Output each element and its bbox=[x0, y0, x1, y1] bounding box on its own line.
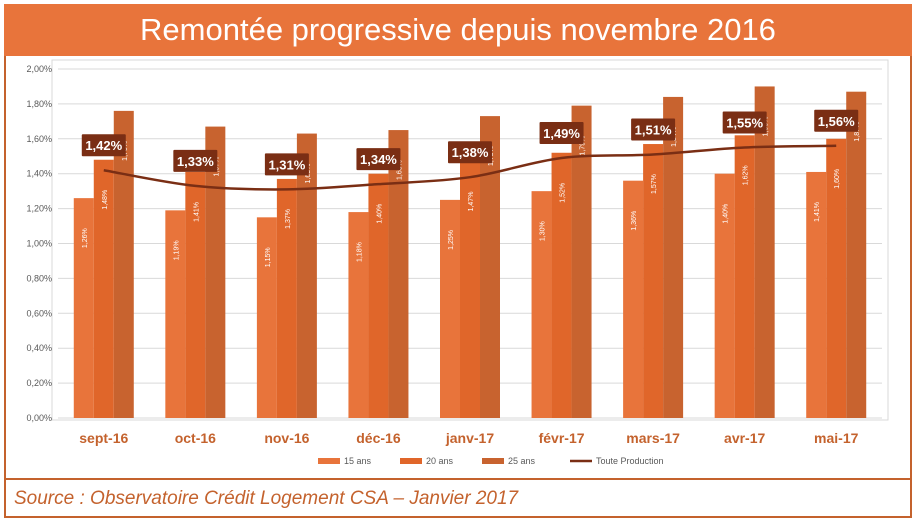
bar-20-ans bbox=[93, 159, 114, 418]
y-tick-label: 0,00% bbox=[26, 413, 52, 423]
legend-swatch bbox=[318, 458, 340, 464]
category-label: sept-16 bbox=[79, 430, 128, 446]
bar-15-ans bbox=[714, 173, 735, 418]
bar-data-label: 1,41% bbox=[193, 202, 200, 222]
bar-data-label: 1,37% bbox=[285, 209, 292, 229]
legend-swatch bbox=[400, 458, 422, 464]
bar-data-label: 1,26% bbox=[82, 228, 89, 248]
y-tick-label: 1,20% bbox=[26, 204, 52, 214]
line-callout-box bbox=[539, 121, 584, 144]
line-callout-box bbox=[264, 153, 309, 176]
plot-border bbox=[51, 59, 889, 421]
line-callout-label: 1,55% bbox=[726, 116, 763, 131]
y-tick-label: 0,20% bbox=[26, 378, 52, 388]
legend-label: 20 ans bbox=[426, 456, 454, 466]
bar-25-ans bbox=[388, 130, 409, 418]
bar-20-ans bbox=[368, 173, 389, 418]
line-callout-box bbox=[81, 134, 126, 157]
bar-data-label: 1,62% bbox=[743, 165, 750, 185]
y-tick-label: 0,80% bbox=[26, 273, 52, 283]
bar-data-label: 1,40% bbox=[723, 204, 730, 224]
bar-20-ans bbox=[276, 178, 297, 418]
bar-data-label: 1,65% bbox=[396, 160, 403, 180]
bar-data-label: 1,47% bbox=[468, 192, 475, 212]
line-callout-box bbox=[173, 149, 218, 172]
bar-15-ans bbox=[806, 171, 827, 418]
bar-20-ans bbox=[551, 152, 572, 418]
bar-15-ans bbox=[623, 180, 644, 418]
bar-data-label: 1,41% bbox=[814, 202, 821, 222]
bar-15-ans bbox=[531, 191, 552, 418]
bar-20-ans bbox=[734, 135, 755, 418]
y-tick-label: 1,60% bbox=[26, 134, 52, 144]
bar-15-ans bbox=[348, 212, 369, 418]
y-tick-label: 0,60% bbox=[26, 308, 52, 318]
bar-25-ans bbox=[296, 133, 317, 418]
y-tick-label: 1,80% bbox=[26, 99, 52, 109]
bar-25-ans bbox=[113, 110, 134, 418]
bar-data-label: 1,40% bbox=[376, 204, 383, 224]
bar-data-label: 1,79% bbox=[580, 136, 587, 156]
bar-data-label: 1,30% bbox=[540, 221, 547, 241]
bar-15-ans bbox=[256, 217, 277, 418]
chart-title: Remontée progressive depuis novembre 201… bbox=[4, 4, 912, 56]
source-note: Source : Observatoire Crédit Logement CS… bbox=[4, 478, 912, 518]
bar-data-label: 1,57% bbox=[651, 174, 658, 194]
y-tick-label: 1,40% bbox=[26, 169, 52, 179]
line-toute-production bbox=[103, 144, 837, 191]
bar-data-label: 1,52% bbox=[560, 183, 567, 203]
chart-area: 0,00% 0,20% 0,40% 0,60% 0,80% 1,00% 1,20% 1,40%… bbox=[0, 56, 919, 476]
category-label: mai-17 bbox=[814, 430, 859, 446]
bar-25-ans bbox=[846, 91, 867, 418]
bar-data-label: 1,18% bbox=[356, 242, 363, 262]
line-callout-label: 1,56% bbox=[818, 114, 855, 129]
line-callout-label: 1,38% bbox=[452, 145, 489, 160]
bar-data-label: 1,19% bbox=[173, 240, 180, 260]
category-label: mars-17 bbox=[626, 430, 680, 446]
category-label: févr-17 bbox=[539, 430, 585, 446]
bar-20-ans bbox=[643, 144, 664, 418]
line-callout-box bbox=[448, 141, 492, 164]
category-label: déc-16 bbox=[356, 430, 401, 446]
category-label: oct-16 bbox=[175, 430, 216, 446]
bar-20-ans bbox=[185, 171, 206, 418]
line-callout-label: 1,33% bbox=[177, 154, 214, 169]
y-tick-label: 1,00% bbox=[26, 239, 52, 249]
bar-data-label: 1,48% bbox=[102, 190, 109, 210]
bar-25-ans bbox=[754, 86, 775, 418]
line-callout-box bbox=[631, 118, 676, 141]
bar-20-ans bbox=[460, 161, 480, 419]
bar-15-ans bbox=[440, 199, 460, 418]
bar-25-ans bbox=[205, 126, 226, 419]
line-callout-label: 1,51% bbox=[635, 123, 672, 138]
category-label: janv-17 bbox=[445, 430, 494, 446]
legend-label: 25 ans bbox=[508, 456, 536, 466]
line-callout-box bbox=[722, 111, 767, 134]
y-tick-label: 2,00% bbox=[26, 64, 52, 74]
bar-20-ans bbox=[826, 138, 847, 419]
bar-data-label: 1,15% bbox=[265, 247, 272, 267]
bar-data-label: 1,60% bbox=[834, 169, 841, 189]
line-callout-label: 1,31% bbox=[268, 157, 305, 172]
y-tick-label: 0,40% bbox=[26, 343, 52, 353]
line-callout-label: 1,42% bbox=[85, 138, 122, 153]
bar-data-label: 1,25% bbox=[448, 230, 455, 250]
legend-label: 15 ans bbox=[344, 456, 372, 466]
legend-label: Toute Production bbox=[596, 456, 664, 466]
line-callout-box bbox=[814, 109, 859, 132]
category-label: nov-16 bbox=[264, 430, 309, 446]
line-callout-label: 1,49% bbox=[543, 126, 580, 141]
bar-25-ans bbox=[663, 96, 684, 419]
legend-swatch bbox=[482, 458, 504, 464]
bar-25-ans bbox=[480, 116, 500, 419]
bar-15-ans bbox=[73, 198, 94, 418]
line-callout-box bbox=[356, 148, 401, 171]
bar-15-ans bbox=[165, 210, 186, 418]
line-callout-label: 1,34% bbox=[360, 152, 397, 167]
category-label: avr-17 bbox=[724, 430, 765, 446]
bar-data-label: 1,87% bbox=[854, 122, 861, 142]
bar-data-label: 1,36% bbox=[631, 211, 638, 231]
bar-25-ans bbox=[571, 105, 592, 418]
bar-line-chart: 0,00% 0,20% 0,40% 0,60% 0,80% 1,00% 1,20% 1,40%… bbox=[26, 59, 889, 466]
